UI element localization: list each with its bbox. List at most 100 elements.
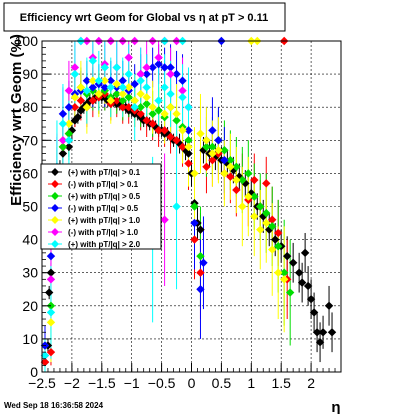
data-point <box>208 149 217 158</box>
data-point <box>124 83 133 92</box>
data-point <box>178 76 187 85</box>
data-point <box>58 149 68 158</box>
x-tick-label: 0.5 <box>212 375 232 391</box>
data-point <box>226 162 235 171</box>
data-point <box>312 328 322 337</box>
data-point <box>268 222 277 231</box>
legend-marker <box>51 228 59 236</box>
data-point <box>297 278 307 287</box>
data-point <box>232 162 241 171</box>
data-point <box>142 116 151 125</box>
data-point <box>160 126 169 135</box>
data-point <box>58 109 68 119</box>
data-point <box>100 63 109 72</box>
data-point <box>202 142 211 152</box>
legend-marker <box>51 180 59 188</box>
data-point <box>309 308 319 317</box>
data-point <box>154 53 163 62</box>
data-point <box>124 93 133 102</box>
data-point <box>318 328 328 337</box>
data-point <box>184 136 193 145</box>
data-point <box>106 83 115 92</box>
data-point <box>274 268 283 277</box>
legend-entry: (-) with pT/|q| > 0.1 <box>48 180 139 189</box>
data-point <box>100 83 109 92</box>
data-point <box>67 126 77 135</box>
data-point <box>142 99 151 109</box>
data-point <box>262 179 271 188</box>
data-point <box>279 275 289 284</box>
data-point <box>118 89 127 99</box>
data-point <box>196 268 205 277</box>
legend-entry: (+) with pT/|q| > 0.5 <box>48 192 141 201</box>
y-tick-label: 40 <box>22 232 38 248</box>
data-point <box>250 192 259 201</box>
data-point <box>46 347 56 357</box>
data-point <box>238 175 247 185</box>
data-point <box>118 76 127 85</box>
data-point <box>274 242 283 251</box>
data-point <box>271 235 280 244</box>
data-point <box>88 83 98 92</box>
legend-frame <box>40 163 162 250</box>
data-point <box>172 202 181 211</box>
data-point <box>196 285 205 294</box>
legend-entry: (+) with pT/|q| > 0.1 <box>48 168 141 177</box>
x-tick-label: −1.5 <box>88 375 116 391</box>
legend-entry: (+) with pT/|q| > 2.0 <box>48 240 141 249</box>
data-point <box>88 96 98 105</box>
data-point <box>166 63 175 72</box>
data-point <box>160 109 169 119</box>
x-tick-label: 0 <box>188 375 196 391</box>
data-point <box>154 126 163 135</box>
data-point <box>46 251 56 261</box>
data-point <box>202 136 211 145</box>
data-point <box>214 136 223 145</box>
data-point <box>82 76 92 85</box>
legend-label: (-) with pT/|q| > 0.5 <box>68 204 139 213</box>
data-point <box>76 96 86 105</box>
legend-entry: (+) with pT/|q| > 1.0 <box>48 216 141 225</box>
legend-marker <box>51 204 59 212</box>
data-point <box>214 146 223 155</box>
data-point <box>136 76 145 85</box>
data-point <box>64 103 74 112</box>
data-point <box>70 103 80 112</box>
data-point <box>172 109 181 119</box>
data-point <box>190 218 199 228</box>
data-point <box>303 281 313 291</box>
data-point <box>130 96 139 105</box>
data-point <box>238 202 247 211</box>
x-tick-label: −2 <box>64 375 80 391</box>
legend-label: (+) with pT/|q| > 0.5 <box>68 192 141 201</box>
data-point <box>130 103 139 112</box>
data-point <box>172 116 181 125</box>
data-point <box>154 96 163 105</box>
data-point <box>199 258 208 267</box>
data-point <box>160 215 169 224</box>
data-point <box>208 155 217 165</box>
y-tick-label: 70 <box>22 132 38 148</box>
data-point <box>300 248 310 258</box>
data-point <box>184 126 193 135</box>
data-point <box>244 169 253 178</box>
data-point <box>76 106 86 115</box>
data-point <box>106 76 115 85</box>
data-point <box>70 116 80 125</box>
data-point <box>285 288 295 297</box>
data-point <box>184 149 193 158</box>
data-point <box>196 251 205 261</box>
data-point <box>166 132 175 142</box>
data-point <box>160 63 169 72</box>
data-point <box>166 103 175 112</box>
data-point <box>256 225 265 234</box>
data-point <box>154 59 163 69</box>
data-point <box>124 53 133 62</box>
data-point <box>64 142 74 152</box>
data-point <box>40 357 50 367</box>
data-point <box>250 175 259 185</box>
legend-marker <box>51 216 59 224</box>
title-box: Efficiency wrt Geom for Global vs η at p… <box>3 2 286 32</box>
legend-marker <box>51 240 59 248</box>
data-point <box>208 126 217 135</box>
